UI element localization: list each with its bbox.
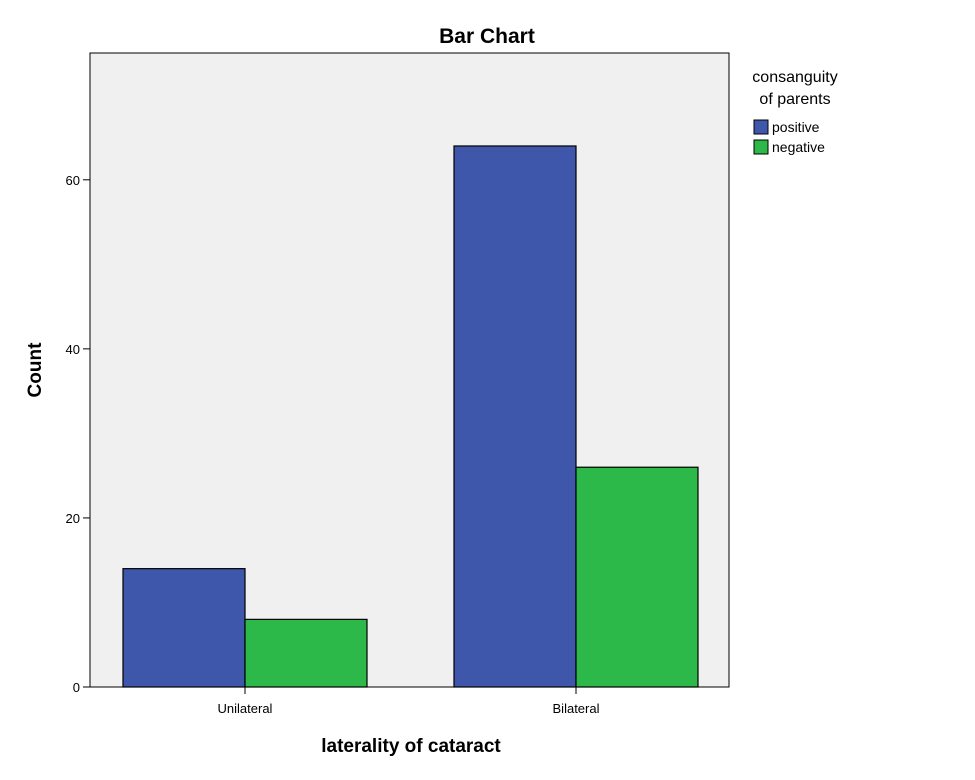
x-tick-label-unilateral: Unilateral — [218, 701, 273, 716]
y-tick-label-60: 60 — [66, 173, 80, 188]
legend-swatch-negative — [753, 139, 769, 155]
y-axis-title: Count — [25, 342, 46, 398]
x-axis-title: laterality of cataract — [321, 736, 501, 757]
bar-negative-unilateral — [244, 618, 368, 688]
bar-positive-unilateral — [122, 568, 246, 688]
bar-negative-bilateral — [575, 466, 699, 688]
legend-label-negative: negative — [772, 139, 825, 155]
bars-group — [122, 145, 699, 688]
legend-title-line-1: consanguity — [752, 69, 837, 86]
legend-items: positive negative — [753, 119, 825, 155]
chart-title: Bar Chart — [439, 25, 535, 48]
y-tick-label-20: 20 — [66, 511, 80, 526]
legend-swatch-positive — [753, 119, 769, 135]
legend: consanguity of parents positive negative — [752, 69, 837, 155]
x-axis: Unilateral Bilateral — [218, 687, 600, 716]
bar-positive-bilateral — [453, 145, 577, 688]
legend-label-positive: positive — [772, 119, 820, 135]
legend-title-line-2: of parents — [759, 91, 830, 108]
x-tick-label-bilateral: Bilateral — [553, 701, 600, 716]
y-axis: 0 20 40 60 — [66, 173, 90, 695]
y-tick-label-40: 40 — [66, 342, 80, 357]
y-tick-label-0: 0 — [73, 680, 80, 695]
